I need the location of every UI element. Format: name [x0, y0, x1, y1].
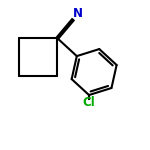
Text: Cl: Cl: [83, 96, 95, 109]
Text: N: N: [73, 7, 83, 20]
